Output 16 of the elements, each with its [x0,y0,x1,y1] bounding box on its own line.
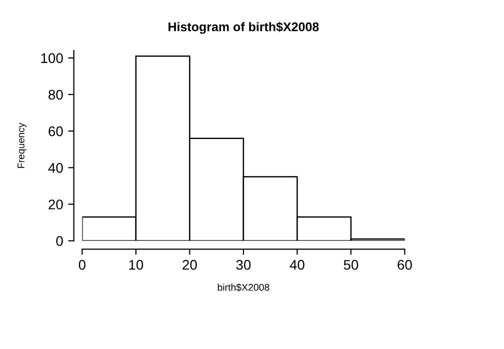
x-tick-label: 60 [398,260,412,270]
x-axis-title: birth$X2008 [218,283,270,292]
chart-title: Histogram of birth$X2008 [168,22,319,34]
y-tick-label: 20 [48,200,63,210]
x-tick-label: 30 [236,260,251,270]
x-tick-label: 50 [344,260,358,270]
y-tick-label: 40 [48,162,63,173]
x-tick-label: 20 [182,260,197,270]
x-tick-label: 10 [129,260,144,270]
x-tick-label: 0 [78,260,86,270]
y-tick-label: 0 [56,236,63,246]
y-tick-label: 100 [41,53,63,64]
y-axis-title: Frequency [18,122,26,168]
y-tick-label: 60 [48,126,63,136]
x-tick-label: 40 [290,260,304,270]
y-tick-label: 80 [48,90,63,100]
